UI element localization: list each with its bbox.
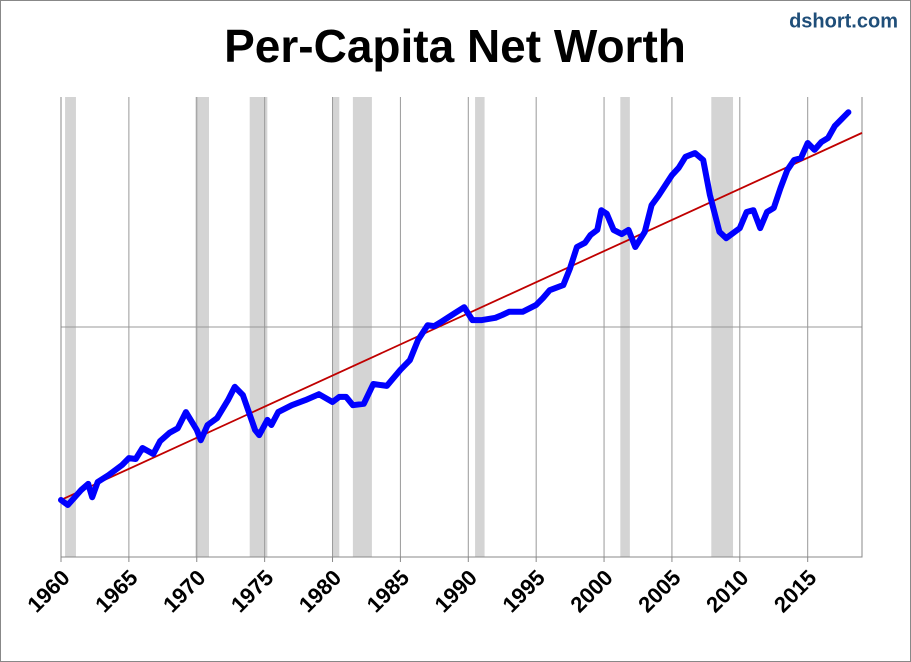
chart-title: Per-Capita Net Worth <box>224 20 686 72</box>
trend-line <box>60 132 863 501</box>
plot-border <box>60 97 863 558</box>
data-line <box>58 109 852 508</box>
watermark: dshort.com <box>789 10 898 32</box>
